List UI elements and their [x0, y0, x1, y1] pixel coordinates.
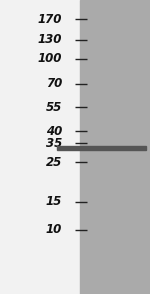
Text: 170: 170: [38, 13, 62, 26]
Text: 15: 15: [46, 196, 62, 208]
Text: 70: 70: [46, 77, 62, 90]
Text: 10: 10: [46, 223, 62, 236]
Text: 35: 35: [46, 137, 62, 150]
Text: 25: 25: [46, 156, 62, 169]
Text: 100: 100: [38, 52, 62, 65]
Text: 55: 55: [46, 101, 62, 114]
Bar: [80, 0, 150, 294]
Bar: [0, 0, 80, 294]
Bar: [57, 146, 146, 150]
Text: 40: 40: [46, 125, 62, 138]
Text: 130: 130: [38, 33, 62, 46]
